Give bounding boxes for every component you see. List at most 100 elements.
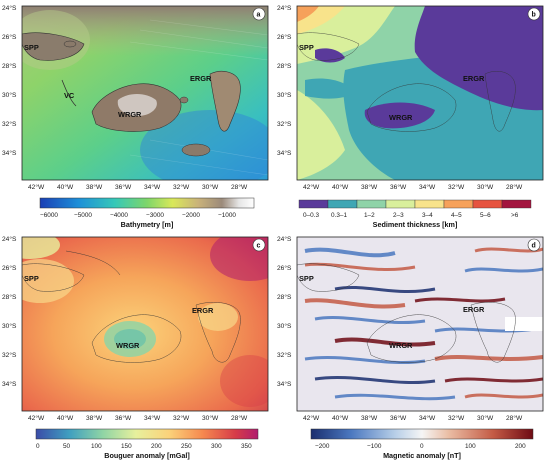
svg-text:32°S: 32°S <box>277 351 292 359</box>
svg-text:42°W: 42°W <box>303 414 320 422</box>
no-data-gap <box>505 317 543 331</box>
spp-plateau-shape <box>22 32 85 61</box>
svg-text:0.3–1: 0.3–1 <box>331 212 347 219</box>
svg-text:32°W: 32°W <box>448 414 465 422</box>
svg-text:5–6: 5–6 <box>480 212 491 219</box>
svg-text:32°W: 32°W <box>448 183 465 191</box>
svg-text:42°W: 42°W <box>303 183 320 191</box>
panel-letter-badge <box>252 238 266 252</box>
colorbar-title: Sediment thickness [km] <box>373 220 458 229</box>
svg-text:34°S: 34°S <box>277 380 292 388</box>
svg-text:34°S: 34°S <box>2 380 17 388</box>
svg-text:0–0.3: 0–0.3 <box>303 212 319 219</box>
svg-text:26°S: 26°S <box>2 264 17 272</box>
label-ergr: ERGR <box>190 74 212 83</box>
panel-letter: b <box>532 12 536 19</box>
panel-c-bouguer: SPP ERGR WRGR c 24°S 26°S 28°S 30°S 32°S… <box>0 231 275 461</box>
svg-text:28°S: 28°S <box>2 293 17 301</box>
y-axis-ticks: 24°S 26°S 28°S 30°S 32°S 34°S <box>277 235 292 388</box>
label-wrgr: WRGR <box>389 341 413 350</box>
svg-text:28°W: 28°W <box>506 414 523 422</box>
svg-text:34°W: 34°W <box>144 414 161 422</box>
label-vc: VC <box>64 91 75 100</box>
colorbar-ticks: −200 −100 0 100 200 <box>315 443 526 450</box>
svg-text:100: 100 <box>465 443 476 450</box>
label-ergr: ERGR <box>463 305 485 314</box>
panel-a-svg: SPP VC ERGR WRGR a 24°S 26°S 28°S 30°S 3… <box>2 4 269 229</box>
panel-letter: d <box>532 243 536 250</box>
svg-text:32°S: 32°S <box>277 120 292 128</box>
svg-text:30°S: 30°S <box>2 322 17 330</box>
panel-c-svg: SPP ERGR WRGR c 24°S 26°S 28°S 30°S 32°S… <box>2 235 269 460</box>
x-axis-ticks: 42°W 40°W 38°W 36°W 34°W 32°W 30°W 28°W <box>303 414 523 422</box>
svg-text:4–5: 4–5 <box>451 212 462 219</box>
svg-text:28°W: 28°W <box>506 183 523 191</box>
svg-text:26°S: 26°S <box>2 33 17 41</box>
label-wrgr: WRGR <box>118 110 142 119</box>
panel-letter: a <box>257 12 261 19</box>
svg-text:30°W: 30°W <box>202 414 219 422</box>
colorbar-title: Bathymetry [m] <box>121 220 174 229</box>
svg-text:250: 250 <box>181 443 192 450</box>
svg-text:100: 100 <box>91 443 102 450</box>
svg-text:28°W: 28°W <box>231 414 248 422</box>
svg-text:40°W: 40°W <box>332 414 349 422</box>
colorbar-title: Magnetic anomaly [nT] <box>383 451 461 460</box>
label-wrgr: WRGR <box>116 341 140 350</box>
svg-text:34°S: 34°S <box>2 149 17 157</box>
svg-text:32°S: 32°S <box>2 120 17 128</box>
svg-text:40°W: 40°W <box>332 183 349 191</box>
svg-text:40°W: 40°W <box>57 414 74 422</box>
svg-text:150: 150 <box>121 443 132 450</box>
svg-text:28°S: 28°S <box>277 293 292 301</box>
svg-text:0: 0 <box>420 443 424 450</box>
label-ergr: ERGR <box>192 306 214 315</box>
svg-text:42°W: 42°W <box>28 414 45 422</box>
colorbar-ticks: 0 50 100 150 200 250 300 350 <box>36 443 252 450</box>
panel-d-magnetic: SPP ERGR WRGR d 24°S 26°S 28°S 30°S 32°S… <box>275 231 550 461</box>
svg-text:30°S: 30°S <box>277 91 292 99</box>
svg-text:30°S: 30°S <box>2 91 17 99</box>
svg-text:24°S: 24°S <box>277 235 292 243</box>
label-ergr: ERGR <box>463 74 485 83</box>
svg-text:−6000: −6000 <box>40 212 58 219</box>
colorbar-bin-labels: 0–0.3 0.3–1 1–2 2–3 3–4 4–5 5–6 >6 <box>303 212 519 219</box>
x-axis-ticks: 42°W 40°W 38°W 36°W 34°W 32°W 30°W 28°W <box>28 183 248 191</box>
svg-text:42°W: 42°W <box>28 183 45 191</box>
panel-letter: c <box>257 243 261 250</box>
bathymetry-colorbar <box>39 197 255 209</box>
svg-text:36°W: 36°W <box>115 414 132 422</box>
panel-a-bathymetry: SPP VC ERGR WRGR a 24°S 26°S 28°S 30°S 3… <box>0 0 275 230</box>
svg-text:30°W: 30°W <box>477 183 494 191</box>
svg-text:−1000: −1000 <box>218 212 236 219</box>
svg-text:38°W: 38°W <box>361 414 378 422</box>
svg-text:34°W: 34°W <box>144 183 161 191</box>
svg-text:24°S: 24°S <box>2 4 17 12</box>
y-axis-ticks: 24°S 26°S 28°S 30°S 32°S 34°S <box>2 4 17 157</box>
svg-text:−5000: −5000 <box>74 212 92 219</box>
svg-text:30°W: 30°W <box>477 414 494 422</box>
svg-text:32°S: 32°S <box>2 351 17 359</box>
panel-d-svg: SPP ERGR WRGR d 24°S 26°S 28°S 30°S 32°S… <box>277 235 544 460</box>
svg-text:34°S: 34°S <box>277 149 292 157</box>
label-wrgr: WRGR <box>389 113 413 122</box>
svg-text:26°S: 26°S <box>277 33 292 41</box>
svg-text:36°W: 36°W <box>390 183 407 191</box>
x-axis-ticks: 42°W 40°W 38°W 36°W 34°W 32°W 30°W 28°W <box>28 414 248 422</box>
panel-b-svg: SPP ERGR WRGR b 24°S 26°S 28°S 30°S 32°S… <box>277 4 544 229</box>
label-spp: SPP <box>299 274 314 283</box>
svg-text:34°W: 34°W <box>419 414 436 422</box>
colorbar-ticks: −6000 −5000 −4000 −3000 −2000 −1000 <box>40 212 236 219</box>
sediment-colorbar <box>298 199 532 209</box>
panel-letter-badge <box>527 7 541 21</box>
svg-text:30°S: 30°S <box>277 322 292 330</box>
svg-text:50: 50 <box>63 443 71 450</box>
bouguer-colorbar <box>35 428 259 440</box>
panel-b-sediment: SPP ERGR WRGR b 24°S 26°S 28°S 30°S 32°S… <box>275 0 550 230</box>
x-axis-ticks: 42°W 40°W 38°W 36°W 34°W 32°W 30°W 28°W <box>303 183 523 191</box>
svg-text:−3000: −3000 <box>146 212 164 219</box>
svg-text:38°W: 38°W <box>86 414 103 422</box>
y-axis-ticks: 24°S 26°S 28°S 30°S 32°S 34°S <box>2 235 17 388</box>
svg-text:300: 300 <box>211 443 222 450</box>
svg-text:26°S: 26°S <box>277 264 292 272</box>
